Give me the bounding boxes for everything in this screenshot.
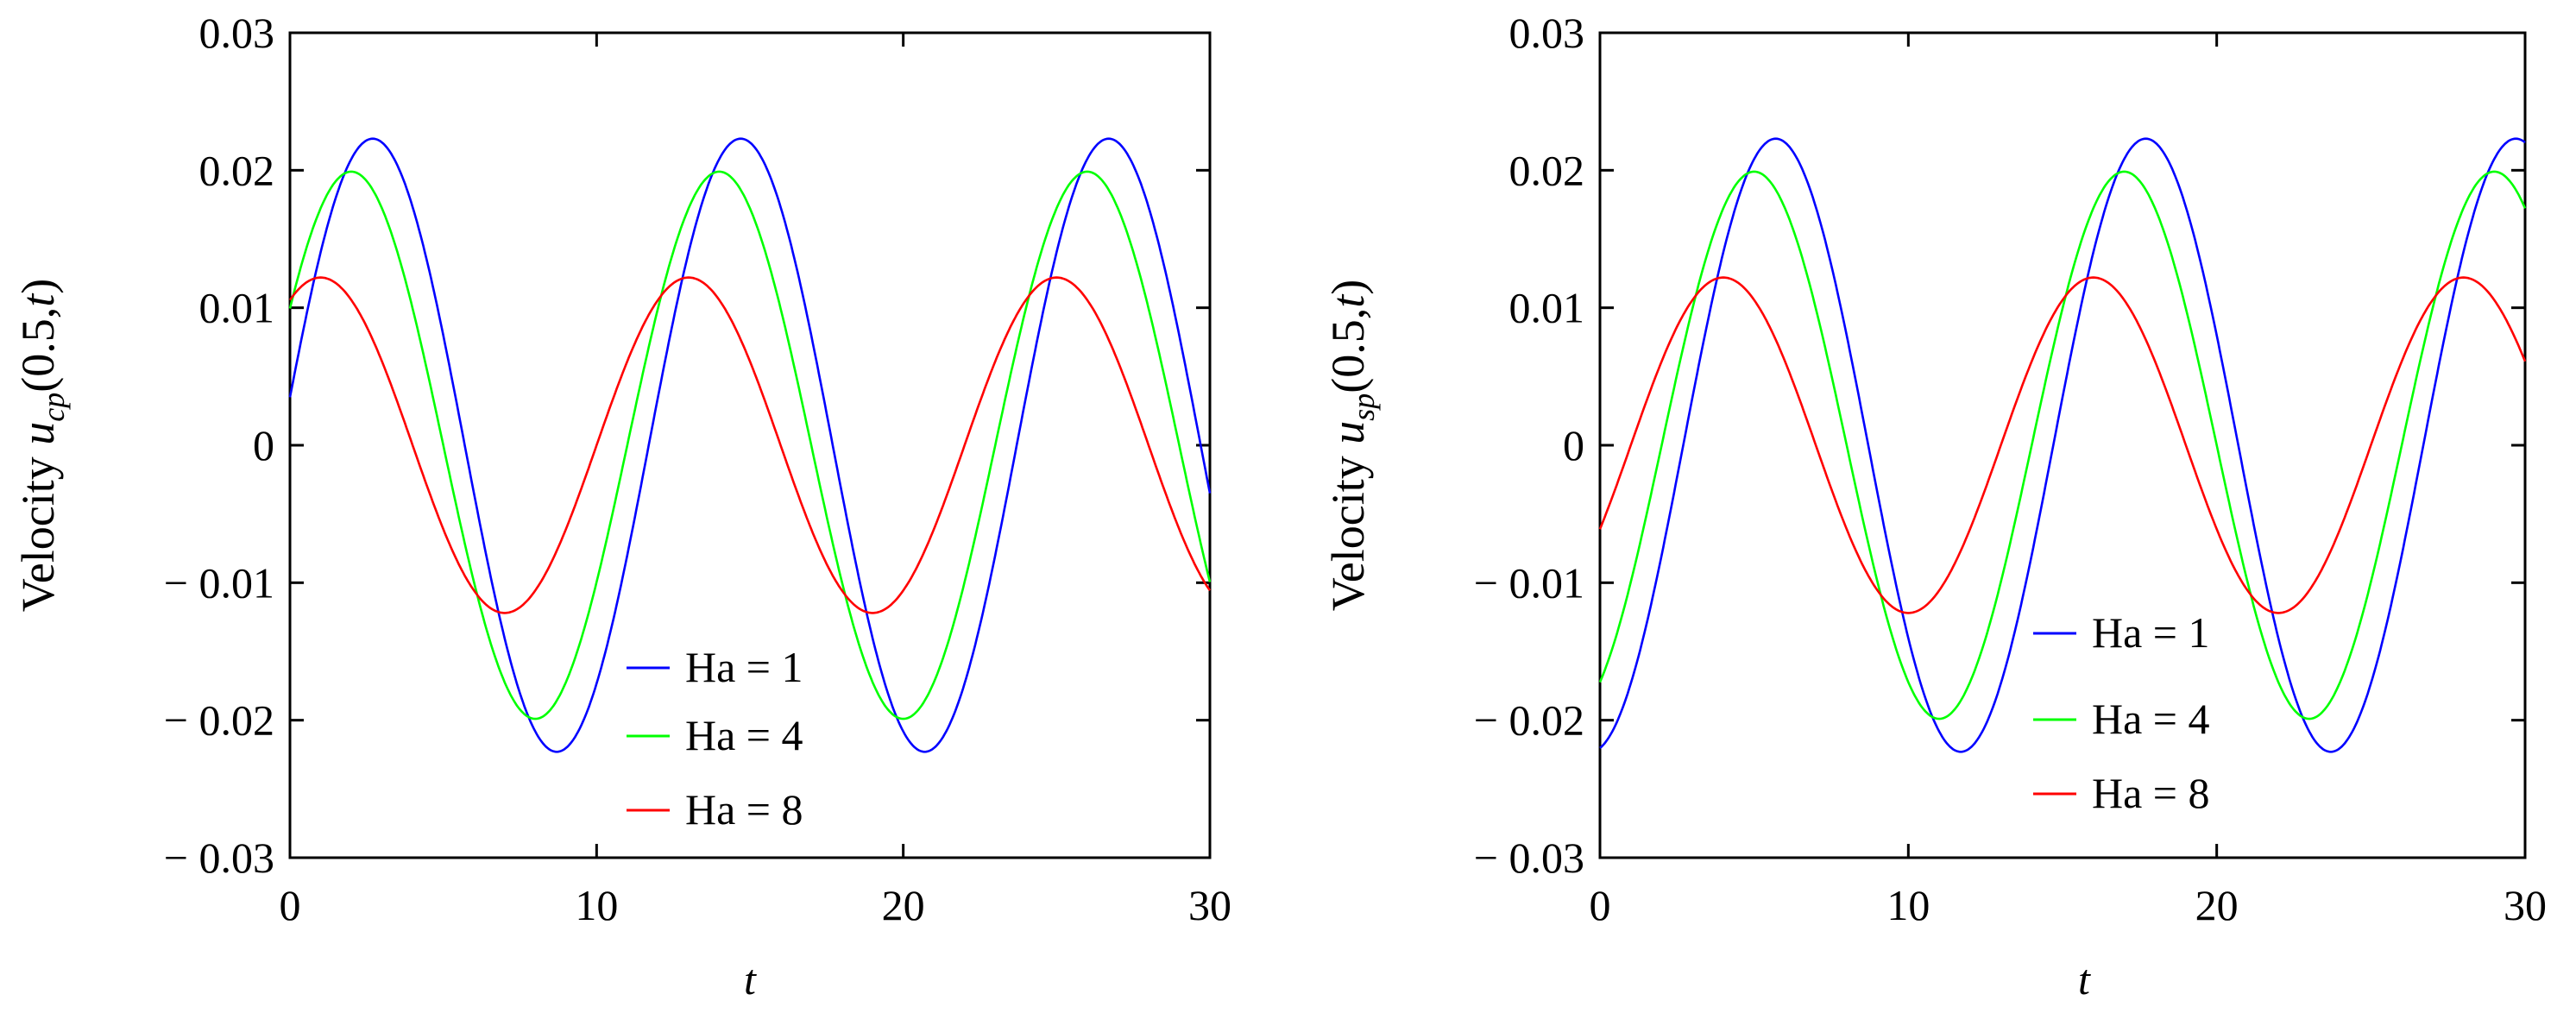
x-tick-label: 20 xyxy=(882,881,925,929)
legend-label-ha1: Ha = 1 xyxy=(685,643,803,691)
legend: Ha = 1 Ha = 4 Ha = 8 xyxy=(627,643,803,834)
x-tick-label: 30 xyxy=(2504,881,2547,929)
x-tick-labels: 0 10 20 30 xyxy=(1590,881,2548,929)
x-tick-label: 0 xyxy=(280,881,301,929)
y-tick-label: − 0.03 xyxy=(1474,834,1584,882)
y-tick-label: − 0.01 xyxy=(1474,558,1584,607)
y-tick-label: 0.03 xyxy=(1509,9,1585,57)
y-axis-label-t: t xyxy=(1322,293,1374,308)
y-tick-labels: − 0.03 − 0.02 − 0.01 0 0.01 0.02 0.03 xyxy=(164,9,274,882)
y-axis-label-prefix: Velocity xyxy=(12,445,64,612)
legend-label-ha8: Ha = 8 xyxy=(685,785,803,834)
legend: Ha = 1 Ha = 4 Ha = 8 xyxy=(2033,608,2210,817)
y-axis-label: Velocity ucp(0.5,t) xyxy=(12,279,71,612)
y-tick-label: − 0.02 xyxy=(1474,696,1584,745)
x-axis-label: t xyxy=(744,955,757,1004)
series-line-ha4 xyxy=(1598,170,2527,720)
x-tick-label: 30 xyxy=(1188,881,1231,929)
y-tick-labels: − 0.03 − 0.02 − 0.01 0 0.01 0.02 0.03 xyxy=(1474,9,1584,882)
x-axis-label: t xyxy=(2078,955,2091,1004)
y-axis-label-close: ) xyxy=(12,279,64,294)
y-tick-label: − 0.03 xyxy=(164,834,274,882)
y-tick-label: 0.03 xyxy=(199,9,275,57)
y-axis-label-args: (0.5, xyxy=(1322,308,1374,393)
y-tick-label: 0 xyxy=(253,421,274,469)
series-layer xyxy=(1598,137,2527,753)
x-tick-labels: 0 10 20 30 xyxy=(280,881,1232,929)
y-axis-label-sub: sp xyxy=(1346,393,1381,421)
y-tick-label: 0.01 xyxy=(199,284,275,332)
y-axis-label: Velocity usp(0.5,t) xyxy=(1322,280,1381,611)
series-layer xyxy=(288,137,1212,753)
y-tick-label: − 0.02 xyxy=(164,696,274,745)
series-line-ha4 xyxy=(288,170,1212,720)
y-tick-label: 0.02 xyxy=(199,146,275,194)
legend-label-ha4: Ha = 4 xyxy=(2092,695,2210,743)
x-tick-label: 10 xyxy=(1886,881,1930,929)
x-tick-label: 0 xyxy=(1590,881,1611,929)
y-tick-label: 0.02 xyxy=(1509,146,1585,194)
legend-label-ha1: Ha = 1 xyxy=(2092,608,2210,657)
y-axis-label-var: u xyxy=(1322,421,1374,444)
series-line-ha1 xyxy=(1599,137,2526,753)
legend-label-ha4: Ha = 4 xyxy=(685,711,803,759)
y-axis-label-args: (0.5, xyxy=(12,307,64,393)
y-tick-label: 0 xyxy=(1563,421,1584,469)
legend-label-ha8: Ha = 8 xyxy=(2092,769,2210,817)
y-axis-label-t: t xyxy=(12,293,64,307)
y-tick-label: 0.01 xyxy=(1509,284,1585,332)
y-axis-label-close: ) xyxy=(1322,280,1374,295)
series-line-ha8 xyxy=(288,276,1212,614)
y-axis-label-prefix: Velocity xyxy=(1322,444,1374,611)
y-axis-label-sub: cp xyxy=(36,393,71,422)
tick-marks xyxy=(1598,31,2527,859)
tick-marks xyxy=(288,31,1212,859)
y-tick-label: − 0.01 xyxy=(164,558,274,607)
x-tick-label: 10 xyxy=(575,881,618,929)
x-tick-label: 20 xyxy=(2195,881,2239,929)
y-axis-label-var: u xyxy=(12,422,64,445)
series-line-ha8 xyxy=(1598,276,2527,614)
plot-frame xyxy=(1598,31,2527,859)
series-line-ha1 xyxy=(288,137,1212,753)
